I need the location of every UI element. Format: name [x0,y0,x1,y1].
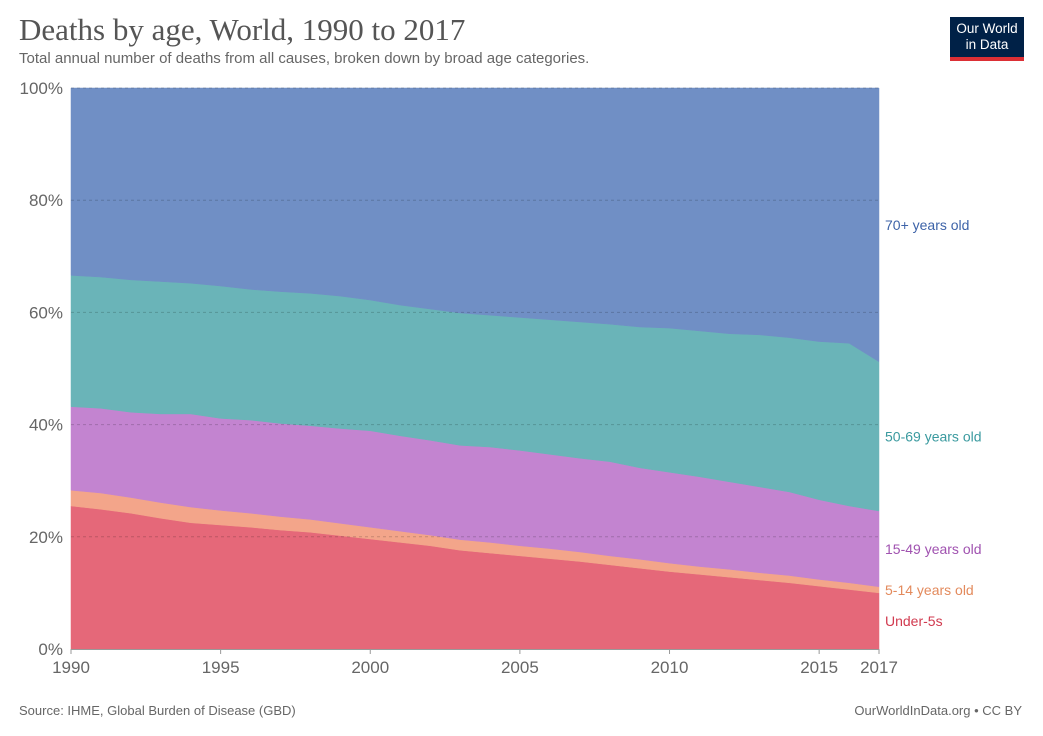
y-tick-label: 0% [38,640,63,659]
y-tick-label: 60% [29,303,63,322]
area-layer [70,87,880,650]
label-layer: Under-5s 5-14 years old 15-49 years old 50-… [885,217,982,629]
owid-logo[interactable]: Our World in Data [950,17,1024,61]
x-tick-label: 2000 [351,658,389,677]
x-tick-label: 2015 [800,658,838,677]
chart-subtitle: Total annual number of deaths from all c… [19,50,590,67]
series-label-under-5s: Under-5s [885,613,943,629]
x-tick-label: 2010 [651,658,689,677]
logo-line-2: in Data [965,37,1009,52]
series-label-15-49-years-old: 15-49 years old [885,541,982,557]
y-tick-label: 100% [20,79,63,98]
series-label-50-69-years-old: 50-69 years old [885,428,982,444]
chart-title: Deaths by age, World, 1990 to 2017 [19,12,466,47]
x-tick-label: 2005 [501,658,539,677]
credit-link[interactable]: OurWorldInData.org • CC BY [854,703,1022,718]
y-tick-label: 20% [29,528,63,547]
x-tick-label: 2017 [860,658,898,677]
axis-layer: 0% 20% 40% 60% 80% 100% 1990 1995 2000 2005 2010 20… [20,79,898,677]
logo-line-1: Our World [956,21,1018,36]
x-tick-label: 1990 [52,658,90,677]
logo-accent-bar [950,57,1024,61]
x-tick-label: 1995 [202,658,240,677]
series-label-5-14-years-old: 5-14 years old [885,582,974,598]
source-note[interactable]: Source: IHME, Global Burden of Disease (… [19,703,296,718]
y-tick-label: 80% [29,191,63,210]
area-70-years-old[interactable] [70,87,880,363]
series-label-70-years-old: 70+ years old [885,217,969,233]
grid-layer [71,87,879,538]
y-tick-label: 40% [29,416,63,435]
